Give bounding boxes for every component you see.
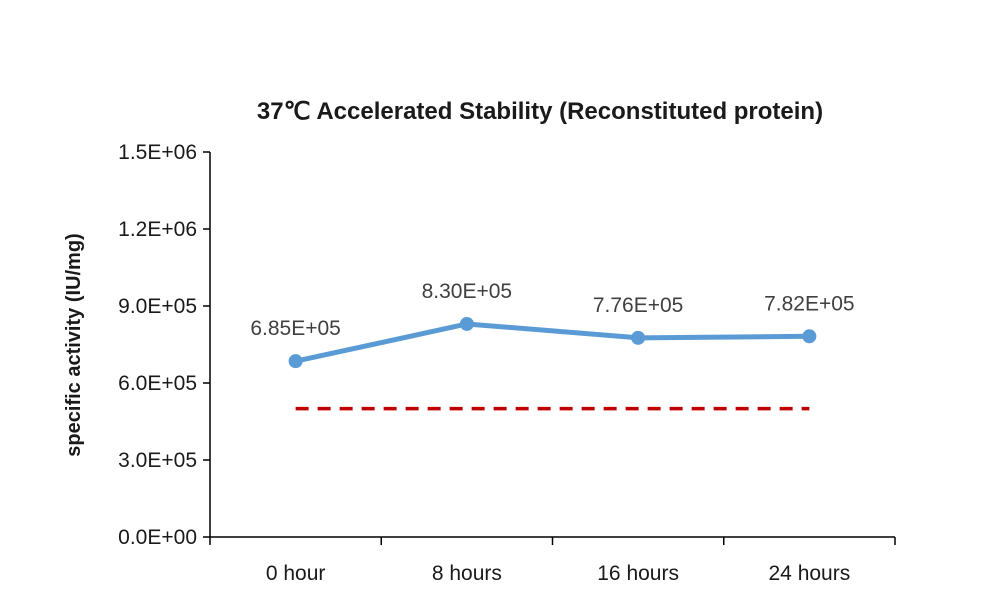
y-tick-label: 3.0E+05 bbox=[118, 449, 197, 472]
x-tick-label: 8 hours bbox=[432, 562, 502, 585]
x-tick-label: 16 hours bbox=[597, 562, 679, 585]
y-tick-label: 6.0E+05 bbox=[118, 372, 197, 395]
x-tick-label: 0 hour bbox=[266, 562, 326, 585]
y-axis-ticks: 0.0E+00 3.0E+05 6.0E+05 9.0E+05 1.2E+06 1.5E+… bbox=[118, 141, 210, 549]
y-tick-label: 0.0E+00 bbox=[118, 526, 197, 549]
y-tick-label: 1.5E+06 bbox=[118, 141, 197, 164]
x-axis-ticks: 0 hour 8 hours 16 hours 24 hours bbox=[209, 537, 896, 585]
data-label: 7.76E+05 bbox=[593, 294, 684, 317]
series-group bbox=[288, 316, 817, 369]
y-tick-label: 1.2E+06 bbox=[118, 218, 197, 241]
data-point bbox=[802, 329, 817, 344]
data-labels: 6.85E+05 8.30E+05 7.76E+05 7.82E+05 bbox=[250, 280, 854, 340]
data-point bbox=[631, 330, 646, 345]
data-point bbox=[459, 316, 474, 331]
y-tick-label: 9.0E+05 bbox=[118, 295, 197, 318]
data-label: 7.82E+05 bbox=[764, 292, 855, 315]
axes bbox=[209, 152, 895, 538]
chart-title: 37℃ Accelerated Stability (Reconstituted… bbox=[257, 98, 823, 125]
series-line bbox=[293, 321, 812, 364]
data-label: 8.30E+05 bbox=[422, 280, 513, 303]
y-axis-label: specific activity (IU/mg) bbox=[63, 233, 85, 456]
x-tick-label: 24 hours bbox=[769, 562, 851, 585]
data-point bbox=[288, 354, 303, 369]
data-label: 6.85E+05 bbox=[250, 317, 341, 340]
